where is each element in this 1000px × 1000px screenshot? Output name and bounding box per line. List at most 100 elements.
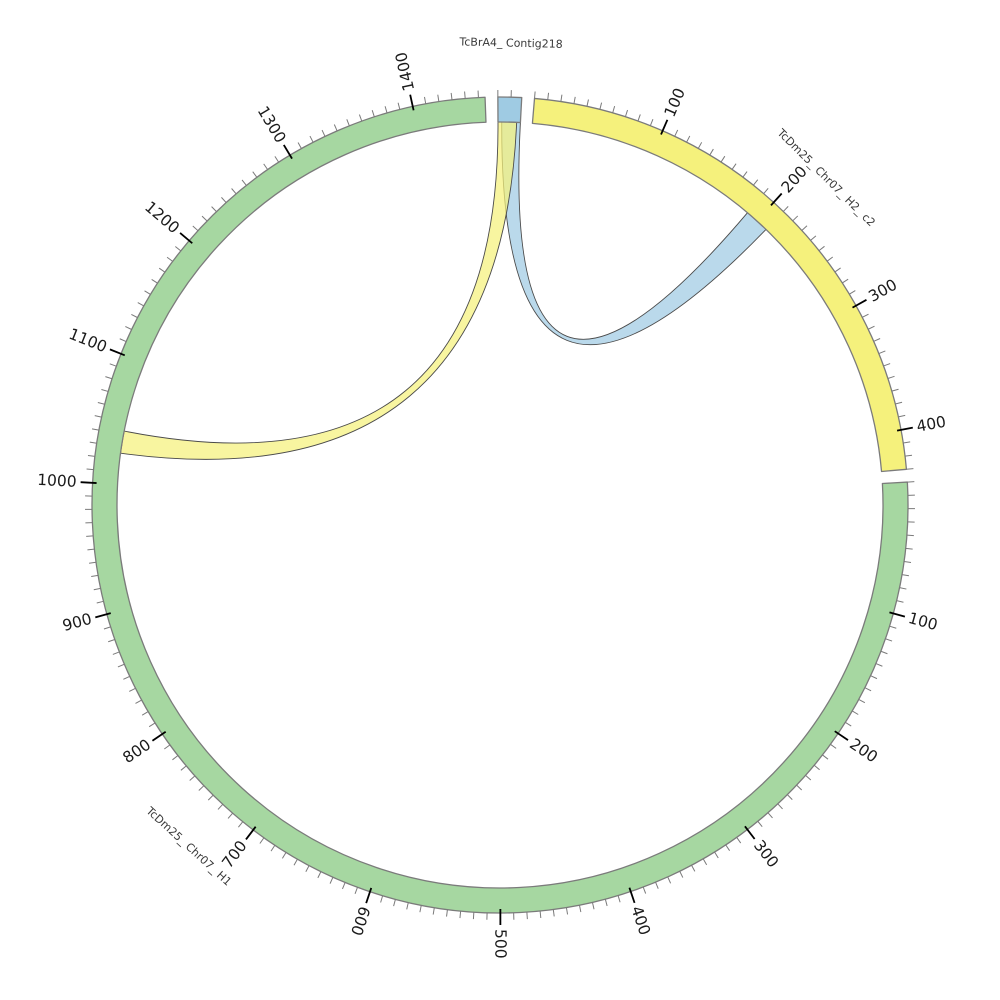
minor-tick — [667, 876, 672, 884]
minor-tick — [826, 256, 834, 262]
minor-tick — [252, 171, 258, 178]
minor-tick — [158, 267, 166, 273]
minor-tick — [624, 109, 629, 117]
minor-tick — [135, 699, 142, 704]
minor-tick — [164, 744, 171, 750]
minor-tick — [642, 886, 647, 894]
minor-tick — [782, 206, 789, 212]
major-tick — [245, 826, 257, 841]
minor-tick — [93, 587, 101, 591]
minor-tick — [105, 376, 113, 380]
tick-label: 1200 — [141, 198, 183, 237]
minor-tick — [123, 675, 130, 680]
tick-label: 100 — [661, 85, 689, 119]
minor-tick — [777, 803, 783, 810]
minor-tick — [259, 837, 265, 844]
tick-label: 300 — [750, 837, 782, 871]
minor-tick — [270, 844, 276, 852]
minor-tick — [686, 135, 691, 143]
minor-tick — [617, 895, 621, 903]
minor-tick — [612, 106, 616, 114]
segment-label-tcbra4-contig218: TcBrA4_ Contig218 — [458, 35, 563, 51]
minor-tick — [679, 871, 684, 878]
minor-tick — [141, 711, 149, 716]
minor-tick — [905, 547, 913, 550]
minor-tick — [358, 114, 363, 122]
minor-tick — [86, 468, 94, 471]
minor-tick — [241, 179, 247, 186]
minor-tick — [649, 119, 654, 126]
minor-tick — [94, 415, 102, 418]
minor-tick — [578, 905, 582, 913]
minor-tick — [109, 363, 117, 367]
minor-tick — [333, 124, 338, 132]
tick-label: 1400 — [392, 50, 418, 92]
minor-tick — [834, 267, 841, 273]
minor-tick — [87, 548, 95, 551]
minor-tick — [899, 587, 907, 590]
minor-tick — [397, 102, 401, 110]
tick-label: 400 — [915, 413, 947, 436]
minor-tick — [801, 225, 808, 231]
minor-tick — [211, 206, 217, 212]
minor-tick — [189, 775, 196, 781]
minor-tick — [796, 784, 803, 791]
major-tick — [151, 731, 167, 742]
tick-label: 800 — [120, 736, 155, 768]
minor-tick — [867, 325, 875, 330]
minor-tick — [198, 785, 205, 791]
major-tick — [896, 426, 913, 432]
minor-tick — [736, 837, 742, 844]
minor-tick — [231, 188, 237, 195]
minor-tick — [129, 687, 136, 692]
minor-tick — [591, 902, 595, 910]
minor-tick — [172, 755, 179, 761]
segment-label-tcdm25-chr07-h1: TcDm25_ Chr07_ H1 — [143, 804, 234, 889]
minor-tick — [380, 895, 384, 903]
minor-tick — [91, 574, 99, 578]
minor-tick — [131, 313, 138, 319]
minor-tick — [887, 375, 895, 379]
minor-tick — [885, 638, 893, 642]
minor-tick — [281, 852, 287, 859]
minor-tick — [450, 92, 453, 100]
minor-tick — [119, 338, 127, 343]
segment-rings-layer — [91, 96, 909, 914]
minor-tick — [342, 882, 346, 890]
segment-arc-tcdm25-chr07-h2-c2 — [531, 97, 908, 473]
tick-label: 600 — [347, 904, 373, 938]
minor-tick — [674, 129, 679, 137]
minor-tick — [805, 774, 812, 781]
minor-tick — [148, 722, 156, 728]
tick-label: 200 — [846, 735, 881, 766]
minor-tick — [97, 402, 105, 405]
minor-tick — [787, 794, 793, 800]
minor-tick — [305, 865, 310, 873]
minor-tick — [604, 899, 608, 907]
minor-tick — [354, 887, 358, 895]
minor-tick — [757, 820, 763, 827]
major-tick — [834, 730, 849, 741]
minor-tick — [393, 899, 396, 907]
tick-label: 900 — [61, 610, 94, 635]
minor-tick — [709, 148, 714, 156]
minor-tick — [96, 600, 104, 604]
minor-tick — [565, 907, 569, 915]
major-tick — [109, 348, 126, 357]
minor-tick — [864, 687, 872, 692]
tick-label: 500 — [491, 929, 509, 959]
minor-tick — [906, 534, 914, 537]
minor-tick — [830, 743, 837, 749]
minor-tick — [731, 163, 737, 170]
tick-label: 200 — [778, 163, 811, 197]
major-tick — [365, 887, 373, 904]
minor-tick — [137, 302, 145, 307]
minor-tick — [880, 650, 888, 655]
link-ribbons-layer — [120, 121, 767, 460]
major-tick — [80, 481, 97, 484]
minor-tick — [813, 764, 820, 771]
minor-tick — [263, 163, 269, 170]
minor-tick — [207, 794, 214, 801]
minor-tick — [552, 909, 555, 917]
